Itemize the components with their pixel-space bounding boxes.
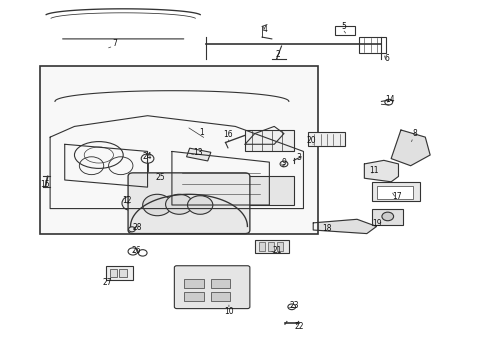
Text: 10: 10 — [224, 307, 234, 316]
Circle shape — [143, 194, 172, 216]
Text: 17: 17 — [392, 192, 402, 201]
Text: 7: 7 — [112, 39, 117, 48]
Text: 5: 5 — [342, 22, 346, 31]
Polygon shape — [365, 160, 398, 182]
Polygon shape — [50, 116, 303, 208]
Bar — [110, 269, 117, 277]
Bar — [211, 292, 230, 301]
Bar — [187, 148, 211, 161]
Bar — [211, 279, 230, 288]
Text: 22: 22 — [294, 322, 304, 331]
Bar — [40, 66, 318, 234]
Polygon shape — [313, 219, 376, 234]
Text: 28: 28 — [132, 222, 142, 231]
Circle shape — [382, 212, 393, 221]
Text: 14: 14 — [385, 95, 394, 104]
Bar — [119, 269, 126, 277]
FancyBboxPatch shape — [174, 266, 250, 309]
Text: 13: 13 — [193, 148, 202, 157]
Bar — [225, 176, 294, 205]
Text: 21: 21 — [273, 246, 282, 255]
Bar — [335, 26, 355, 35]
Text: 8: 8 — [412, 129, 417, 138]
Bar — [184, 279, 203, 288]
Text: 25: 25 — [156, 173, 166, 182]
Text: 2: 2 — [275, 50, 280, 59]
Text: 9: 9 — [282, 158, 287, 167]
Text: 19: 19 — [372, 219, 381, 228]
Bar — [372, 208, 403, 225]
Bar — [245, 130, 294, 152]
Text: 27: 27 — [103, 278, 112, 287]
Bar — [360, 37, 386, 53]
Text: 15: 15 — [41, 180, 50, 189]
Text: 20: 20 — [306, 136, 316, 145]
Bar — [259, 242, 265, 251]
Polygon shape — [172, 152, 270, 205]
FancyBboxPatch shape — [128, 173, 250, 234]
Bar — [277, 242, 284, 251]
Text: 4: 4 — [263, 25, 268, 34]
Text: 18: 18 — [322, 224, 332, 233]
Text: 11: 11 — [369, 166, 378, 175]
Ellipse shape — [122, 196, 139, 210]
Text: 6: 6 — [384, 54, 389, 63]
Text: 23: 23 — [290, 301, 299, 310]
Text: 26: 26 — [131, 246, 141, 255]
Polygon shape — [391, 130, 430, 166]
Text: 16: 16 — [223, 130, 233, 139]
Text: 24: 24 — [142, 152, 152, 161]
Bar — [376, 186, 413, 199]
Bar — [184, 292, 203, 301]
Bar — [308, 132, 345, 146]
Circle shape — [188, 196, 213, 214]
Bar — [255, 240, 289, 253]
Bar — [268, 242, 274, 251]
Bar — [372, 182, 420, 202]
Bar — [106, 266, 133, 280]
Text: 1: 1 — [199, 129, 203, 138]
Text: 3: 3 — [296, 153, 301, 162]
Circle shape — [166, 194, 193, 214]
Text: 12: 12 — [122, 196, 132, 205]
